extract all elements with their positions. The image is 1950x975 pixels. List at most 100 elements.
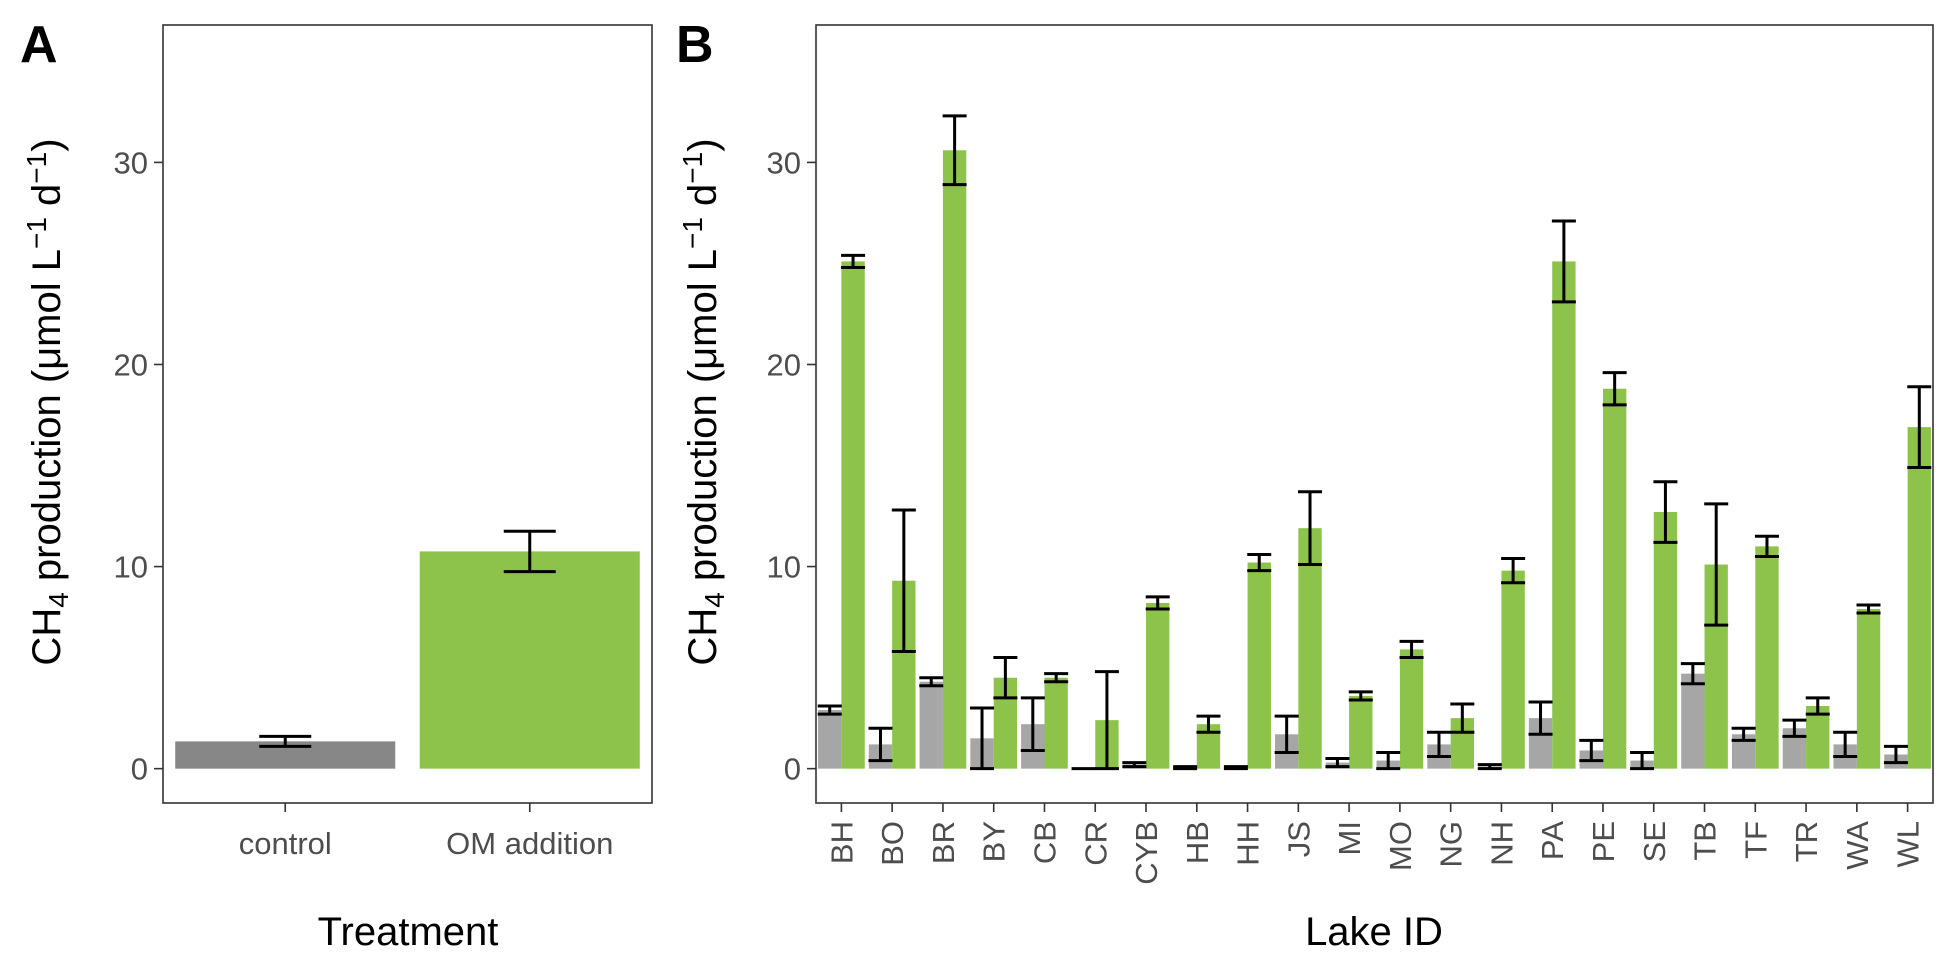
panel-b-bar (1731, 734, 1756, 769)
panel-b-x-tick-label: TR (1789, 821, 1824, 862)
panel-b-error-bar (891, 508, 916, 653)
panel-b-bar (942, 150, 967, 769)
panel-a-y-tick-label: 10 (114, 550, 148, 585)
panel-b-error-bar (942, 114, 967, 187)
panel-b-error-bar (1680, 662, 1705, 686)
panel-b-x-axis-title: Lake ID (1305, 910, 1443, 954)
panel-b-bar (892, 580, 916, 769)
panel-b-error-bar (1805, 696, 1830, 716)
panel-b-bar (1755, 546, 1779, 769)
panel-b-bar (1704, 564, 1728, 769)
panel-b-y-axis-title-text: CH4 production (μmol L−1 d−1) (677, 138, 730, 665)
panel-b-error-bar (1653, 480, 1678, 544)
panel-a-x-axis-title: Treatment (318, 910, 499, 954)
panel-b-error-bar (993, 656, 1018, 700)
panel-b-error-bar (1501, 556, 1526, 585)
panel-b-y-tick-label: 20 (767, 347, 801, 382)
panel-b-error-bar (1196, 714, 1221, 734)
panel-b-error-bar (1376, 750, 1401, 771)
panel-b-plot: 0 10 20 30 BH BO BR BY CB CR CYB HB HH JS MI MO NG NH PA PE… (767, 24, 1934, 885)
panel-a-x-tick-label: OM addition (446, 826, 613, 861)
panel-b-x-tick-label: CB (1027, 821, 1062, 864)
panel-b-error-bar (1247, 552, 1272, 573)
panel-a-y-tick-label: 30 (114, 145, 148, 180)
panel-b-bar (1602, 388, 1627, 769)
panel-b-x-tick-label: MO (1383, 821, 1418, 871)
panel-a-error-bar (503, 529, 556, 574)
panel-b-x-tick-label: CR (1078, 821, 1113, 866)
panel-b-error-bar (1020, 696, 1045, 752)
panel-b-error-bar (1602, 371, 1627, 407)
panel-b-error-bar (1274, 714, 1299, 754)
panel-a-bar (419, 551, 640, 769)
panel-a-label: A (20, 16, 58, 74)
panel-b-bar (1552, 261, 1576, 769)
panel-b-error-bar (1122, 761, 1147, 769)
panel-a-y-axis-title-text: CH4 production (μmol L−1 d−1) (21, 138, 74, 665)
panel-b-x-tick-label: HH (1231, 821, 1266, 866)
panel-b-error-bar (1704, 502, 1729, 627)
panel-b-x-tick-label: BH (824, 821, 859, 864)
panel-b-error-bar (1907, 385, 1932, 470)
panel-b-x-tick-label: BO (875, 821, 910, 866)
panel-b-error-bar (1223, 765, 1248, 771)
panel-b-bar (1782, 728, 1807, 769)
panel-b-bar (1298, 528, 1322, 769)
panel-b-bar (818, 710, 842, 769)
panel-b-x-tick-label: MI (1332, 821, 1367, 855)
panel-b-bar (1806, 706, 1830, 769)
panel-b-error-bar (868, 726, 893, 763)
panel-b-error-bar (1399, 639, 1424, 660)
panel-b-error-bar (1782, 718, 1807, 738)
panel-b-bar (1907, 427, 1931, 769)
panel-b-error-bar (1528, 700, 1553, 736)
panel-b-error-bar (1551, 219, 1576, 304)
panel-b-x-tick-label: BR (926, 821, 961, 864)
panel-b-plot-frame (815, 24, 1934, 804)
panel-b-error-bar (817, 704, 842, 716)
panel-a-x-tick-label: control (239, 826, 332, 861)
panel-b-bar (1044, 677, 1068, 769)
panel-b-bar (1681, 673, 1705, 769)
panel-b-error-bar (1731, 726, 1756, 742)
panel-b-error-bar (1856, 603, 1881, 615)
panel-a-error-bar (259, 734, 312, 748)
panel-b-error-bar (1298, 490, 1323, 567)
panel-b-error-bar (970, 706, 995, 771)
panel-b-error-bar (1630, 750, 1655, 771)
panel-b-bar (1450, 718, 1475, 769)
panel-b-error-bar (1477, 763, 1502, 771)
panel-b: B CH4 production (μmol L−1 d−1) Lake ID … (676, 16, 1934, 954)
panel-b-y-axis-title: CH4 production (μmol L−1 d−1) (677, 138, 730, 665)
panel-b-bar (919, 681, 943, 769)
panel-b-error-bar (1426, 730, 1451, 759)
panel-b-bar (993, 677, 1018, 769)
panel-b-bar (1349, 695, 1373, 769)
panel-b-x-tick-label: PA (1535, 821, 1570, 860)
panel-b-error-bar (841, 253, 866, 269)
panel-b-x-tick-label: PE (1586, 821, 1621, 862)
panel-b-x-tick-label: WA (1840, 821, 1875, 870)
panel-a: A CH4 production (μmol L−1 d−1) Treatmen… (20, 16, 653, 954)
panel-a-y-tick-label: 20 (114, 347, 148, 382)
panel-b-y-tick-label: 30 (767, 145, 801, 180)
panel-b-error-bar (1754, 534, 1779, 558)
panel-b-bar (841, 261, 865, 769)
panel-b-error-bar (1450, 702, 1475, 734)
panel-b-x-tick-label: SE (1637, 821, 1672, 862)
panel-b-x-tick-label: NH (1484, 821, 1519, 866)
panel-b-bar (1247, 562, 1271, 769)
panel-b-bar (1146, 602, 1170, 769)
panel-b-x-tick-label: NG (1434, 821, 1469, 868)
panel-b-bar (1501, 570, 1525, 769)
panel-b-x-tick-label: TB (1688, 821, 1723, 861)
panel-b-x-tick-label: BY (977, 821, 1012, 862)
panel-b-error-bar (1173, 765, 1198, 771)
panel-a-plot: 0 10 20 30 control OM addition (114, 24, 653, 861)
panel-b-bar (1196, 724, 1221, 769)
panel-b-error-bar (1094, 670, 1119, 771)
panel-b-x-tick-label: WL (1891, 821, 1926, 868)
panel-b-x-tick-label: JS (1281, 821, 1316, 857)
panel-b-error-bar (1145, 595, 1170, 611)
